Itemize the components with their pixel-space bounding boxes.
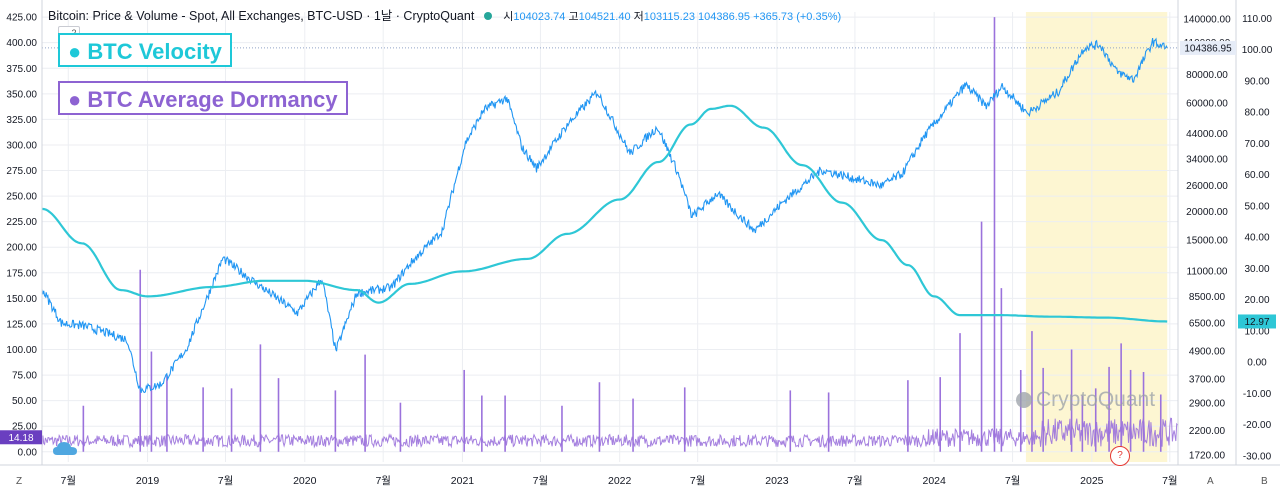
left-axis-tick-label: 425.00 (6, 13, 37, 24)
velocity-axis-tick-label: 50.00 (1244, 201, 1269, 212)
series-price-line (41, 37, 1168, 394)
velocity-value-label: 12.97 (1244, 317, 1269, 328)
x-axis-tick-label: 7월 (1005, 475, 1021, 487)
price-axis-tick-label: 11000.00 (1187, 266, 1228, 277)
x-axis-tick-label: 7월 (375, 475, 391, 487)
price-axis-tick-label: 6500.00 (1189, 319, 1226, 330)
velocity-axis-tick-label: 70.00 (1244, 139, 1269, 150)
velocity-axis-tick-label: 100.00 (1242, 45, 1273, 56)
help-icon[interactable]: ? (1110, 446, 1130, 466)
price-value-label: 104386.95 (1184, 43, 1232, 54)
left-axis-tick-label: 300.00 (6, 140, 37, 151)
left-axis-tick-label: 250.00 (6, 192, 37, 203)
left-axis-tick-label: 200.00 (6, 243, 37, 254)
price-axis-tick-label: 140000.00 (1183, 14, 1231, 25)
velocity-axis-tick-label: 20.00 (1244, 295, 1269, 306)
left-axis-tick-label: 325.00 (6, 115, 37, 126)
auto-scale-button[interactable]: A (1207, 476, 1214, 487)
log-scale-button[interactable]: B (1261, 476, 1268, 487)
velocity-axis-tick-label: 80.00 (1244, 108, 1269, 119)
velocity-axis-tick-label: 0.00 (1247, 358, 1267, 369)
low-label: 저 (633, 11, 644, 23)
legend-velocity: ● BTC Velocity (58, 33, 232, 67)
left-axis-tick-label: 150.00 (6, 294, 37, 305)
velocity-value-tag (1238, 314, 1276, 329)
legend-dormancy: ● BTC Average Dormancy (58, 81, 348, 115)
x-axis-tick-label: 7월 (847, 475, 863, 487)
x-axis-tick-label: 7월 (533, 475, 549, 487)
price-axis-tick-label: 15000.00 (1186, 236, 1228, 247)
left-axis-tick-label: 75.00 (12, 371, 37, 382)
interval-label[interactable]: 1날 (373, 9, 393, 23)
price-axis-tick-label: 3700.00 (1189, 374, 1226, 385)
velocity-axis-tick-label: 90.00 (1244, 76, 1269, 87)
velocity-axis-tick-label: 30.00 (1244, 264, 1269, 275)
velocity-axis-tick-label: -10.00 (1243, 389, 1272, 400)
price-axis-tick-label: 80000.00 (1186, 70, 1228, 81)
x-axis-tick-label: 7월 (1162, 475, 1178, 487)
x-axis-tick-label: 7월 (690, 475, 706, 487)
left-axis-tick-label: 125.00 (6, 319, 37, 330)
left-axis-tick-label: 100.00 (6, 345, 37, 356)
timezone-button[interactable]: Z (16, 476, 23, 487)
price-axis-tick-label: 26000.00 (1186, 181, 1228, 192)
x-axis-tick-label: 2021 (451, 475, 475, 487)
chart-header: Bitcoin: Price & Volume - Spot, All Exch… (48, 9, 842, 23)
high-label: 고 (568, 11, 579, 23)
x-axis-tick-label: 7월 (218, 475, 234, 487)
ohlc-readout: 시104023.74 고104521.40 저103115.23 104386.… (503, 11, 841, 23)
market-status-icon (483, 12, 492, 20)
velocity-axis-tick-label: -20.00 (1243, 420, 1272, 431)
price-axis-tick-label: 44000.00 (1186, 129, 1228, 140)
x-axis-tick-label: 7월 (61, 475, 77, 487)
left-axis-tick-label: 350.00 (6, 89, 37, 100)
left-axis-tick-label: 400.00 (6, 38, 37, 49)
x-axis-tick-label: 2023 (765, 475, 789, 487)
left-axis-tick-label: 225.00 (6, 217, 37, 228)
source-label: CryptoQuant (403, 9, 475, 23)
series-velocity-line (41, 104, 1168, 323)
close-value: 104386.95 (698, 11, 751, 23)
velocity-axis-tick-label: 60.00 (1244, 170, 1269, 181)
watermark: CryptoQuant (1016, 388, 1155, 412)
x-axis-tick-label: 2019 (136, 475, 160, 487)
high-value: 104521.40 (578, 11, 631, 23)
velocity-axis-tick-label: 10.00 (1244, 326, 1269, 337)
x-axis-tick-label: 2020 (293, 475, 317, 487)
velocity-axis-tick-label: 40.00 (1244, 233, 1269, 244)
series-dormancy-line (41, 417, 1178, 449)
price-axis-tick-label: 20000.00 (1186, 207, 1228, 218)
cryptoquant-logo-icon (1016, 392, 1032, 408)
cloud-logo-icon[interactable] (52, 440, 78, 458)
left-axis-tick-label: 175.00 (6, 268, 37, 279)
velocity-axis-tick-label: 110.00 (1242, 14, 1272, 25)
low-value: 103115.23 (643, 11, 695, 23)
left-axis-tick-label: 50.00 (12, 396, 37, 407)
open-label: 시 (503, 11, 514, 23)
price-axis-tick-label: 34000.00 (1186, 155, 1228, 166)
left-axis-tick-label: 0.00 (18, 447, 38, 458)
price-axis-tick-label: 4900.00 (1189, 347, 1226, 358)
price-axis-tick-label: 1720.00 (1189, 450, 1226, 461)
x-axis-tick-label: 2022 (608, 475, 632, 487)
change-value: +365.73 (+0.35%) (753, 11, 842, 23)
x-axis-tick-label: 2024 (922, 475, 946, 487)
open-value: 104023.74 (513, 11, 566, 23)
price-axis-tick-label: 2900.00 (1189, 399, 1226, 410)
chart-title: Bitcoin: Price & Volume - Spot, All Exch… (48, 9, 363, 23)
left-axis-tick-label: 25.00 (12, 422, 37, 433)
watermark-text: CryptoQuant (1036, 388, 1156, 411)
price-axis-tick-label: 2200.00 (1189, 426, 1226, 437)
price-value-tag (1180, 40, 1236, 55)
velocity-axis-tick-label: -30.00 (1243, 451, 1272, 462)
x-axis-tick-label: 2025 (1080, 475, 1104, 487)
price-axis-tick-label: 60000.00 (1186, 98, 1228, 109)
dormancy-value-tag (0, 430, 42, 445)
left-axis-tick-label: 375.00 (6, 64, 37, 75)
price-axis-tick-label: 8500.00 (1189, 292, 1226, 303)
dormancy-value-label: 14.18 (8, 433, 33, 444)
left-axis-tick-label: 275.00 (6, 166, 37, 177)
